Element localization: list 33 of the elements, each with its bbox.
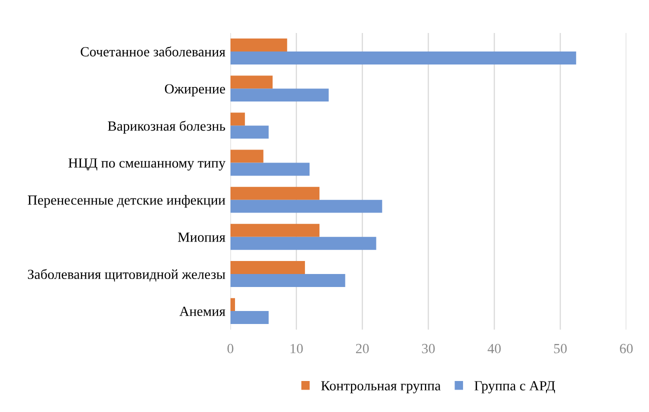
- y-tick-label: Ожирение: [164, 84, 226, 96]
- y-tick-label: Сочетанное заболевания: [80, 46, 226, 56]
- bar: [230, 126, 269, 139]
- bar: [230, 261, 305, 274]
- bar: [230, 298, 236, 312]
- y-tick-label: Миопия: [178, 232, 226, 242]
- x-tick-label: 30: [422, 344, 435, 354]
- bar: [230, 38, 288, 52]
- x-tick-label: 50: [554, 344, 567, 354]
- bar: [230, 186, 320, 200]
- y-tick-label: Анемия: [179, 306, 226, 316]
- bar: [230, 88, 329, 102]
- bar: [230, 236, 376, 250]
- y-tick-label: НЦД по смешанному типу: [68, 158, 226, 171]
- bar: [230, 150, 264, 163]
- bar: [230, 274, 346, 287]
- legend-label: Контрольная группа: [321, 381, 441, 394]
- x-tick-label: 0: [227, 344, 234, 354]
- bar: [230, 112, 245, 126]
- bar: [230, 224, 320, 237]
- x-tick-label: 40: [488, 344, 501, 354]
- legend-label: Группа с АРД: [474, 381, 555, 394]
- bar: [230, 52, 576, 64]
- bar: [230, 311, 269, 324]
- x-tick-label: 60: [620, 344, 633, 354]
- bar: [230, 162, 310, 176]
- y-tick-label: Варикозная болезнь: [108, 120, 226, 134]
- y-tick-label: Перенесенные детские инфекции: [28, 195, 226, 208]
- bar: [230, 200, 382, 213]
- bar: [230, 76, 273, 89]
- x-tick-label: 20: [356, 344, 369, 354]
- y-tick-label: Заболевания щитовидной железы: [28, 268, 226, 282]
- x-tick-label: 10: [290, 344, 303, 354]
